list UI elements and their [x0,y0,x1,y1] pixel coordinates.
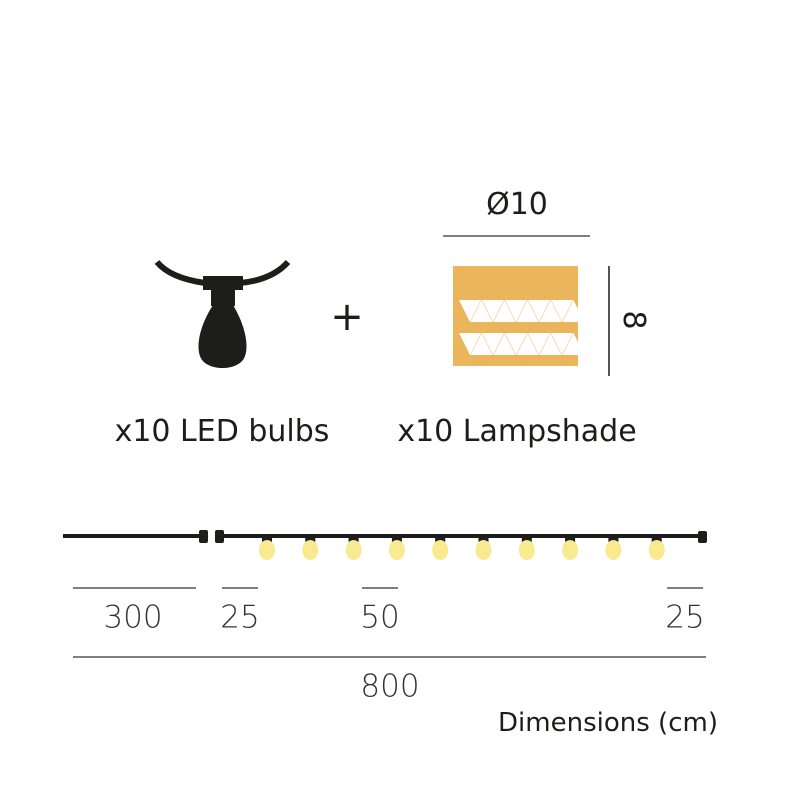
lampshade-cutout [516,333,539,355]
bulb-spacing-length: 50 [360,599,400,636]
string-bulb [518,536,535,560]
lampshade-cutout [493,300,516,322]
string-bulb [345,536,362,560]
units-caption: Dimensions (cm) [498,708,718,738]
string-lights-graphic [63,530,707,560]
total-length: 800 [360,668,420,705]
lampshade-cutout [528,333,550,355]
lampshade-cutout [551,333,573,355]
string-bulb [562,536,579,560]
string-bulb [259,536,275,560]
string-bulb [605,536,622,560]
lampshade-cutout [459,333,481,355]
lampshade-cutout [482,300,504,322]
string-bulb [648,536,665,560]
string-bulb [432,536,449,560]
last-spacing-length: 25 [665,599,705,636]
lampshade-cutout [493,333,516,355]
lampshade-cutout [482,333,504,355]
plus-sign: + [330,294,364,340]
first-spacing-length: 25 [220,599,260,636]
end-cap [698,531,707,543]
lampshade-cutout [470,300,493,322]
lampshade-pattern [459,300,585,355]
string-bulb [302,536,319,560]
plug-connector [199,530,208,543]
lampshade-cutout [470,333,493,355]
lampshade-cutout [516,300,539,322]
lampshade-cutout [459,300,481,322]
lampshade-cutout [562,333,585,355]
lampshade-cutout [562,300,585,322]
lampshade-label: x10 Lampshade [397,414,637,449]
lampshade-cutout [551,300,573,322]
bulbs-label: x10 LED bulbs [114,414,330,449]
led-bulb-icon [154,259,291,368]
lampshade-cutout [505,300,527,322]
lampshade-cutout [539,333,562,355]
string-bulb [475,536,492,560]
lampshade-height-label: 8 [616,310,651,330]
lampshade-cutout [539,300,562,322]
lampshade-cutout [528,300,550,322]
lead-cable-length: 300 [103,599,163,636]
lampshade-diameter-label: Ø10 [486,187,548,222]
string-bulb [388,536,405,560]
socket-connector [215,530,224,543]
lampshade-cutout [505,333,527,355]
